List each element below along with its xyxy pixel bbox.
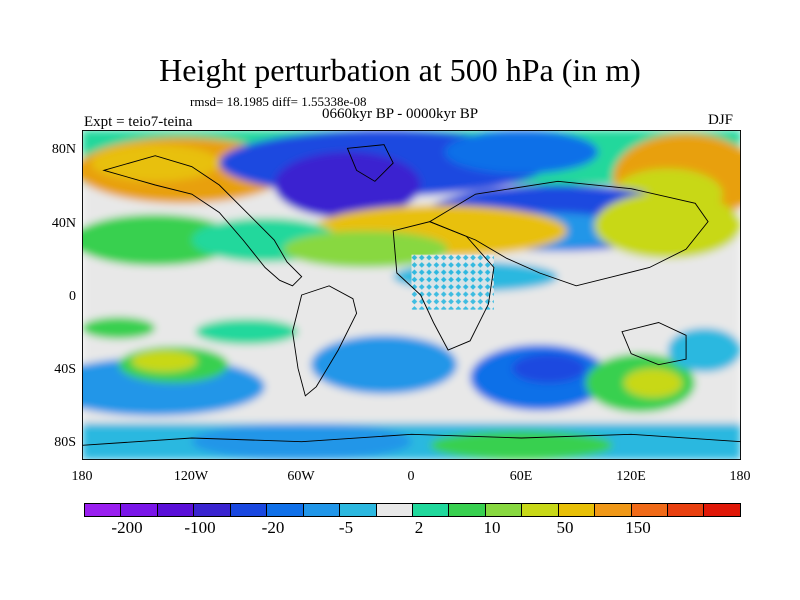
lon-label-120e: 120E [616,469,646,484]
lon-label-0: 0 [407,469,415,484]
colorbar-swatch-4 [230,504,268,516]
lat-label-40n: 40N [51,216,76,231]
lon-label-60w: 60W [287,469,315,484]
colorbar-swatch-12 [522,504,559,516]
coastlines [82,144,741,446]
colorbar-swatch-2 [157,504,195,516]
colorbar-swatch-16 [668,504,705,516]
colorbar-label-150: 150 [625,518,651,537]
lat-label-80n: 80N [51,142,76,157]
colorbar-swatch-17 [704,504,740,516]
experiment-label: Expt = teio7-teina [84,114,193,130]
colorbar-swatch-7 [340,504,377,516]
colorbar-label-neg100: -100 [184,518,216,537]
colorbar-swatch-9 [412,504,450,516]
colorbar-label-neg5: -5 [338,518,354,537]
colorbar-swatch-3 [194,504,231,516]
colorbar [84,503,741,517]
lon-label-180e: 180 [729,469,751,484]
lat-label-40s: 40S [54,362,76,377]
height-perturbation-map [82,130,741,460]
season-label: DJF [708,112,734,128]
stipple-region [411,254,494,310]
statistics-label: rmsd= 18.1985 diff= 1.55338e-08 [190,94,367,109]
colorbar-swatch-0 [85,504,122,516]
period-label: 0660kyr BP - 0000kyr BP [322,106,479,122]
plot-title: Height perturbation at 500 hPa (in m) [159,52,641,88]
colorbar-swatch-14 [595,504,632,516]
colorbar-swatch-5 [267,504,304,516]
colorbar-swatch-13 [558,504,596,516]
lon-label-180w: 180 [71,469,93,484]
lon-label-60e: 60E [509,469,533,484]
colorbar-swatch-6 [303,504,341,516]
colorbar-label-50: 50 [556,518,574,537]
colorbar-swatch-11 [485,504,523,516]
colorbar-label-neg200: -200 [111,518,143,537]
lon-label-120w: 120W [173,469,209,484]
colorbar-swatch-8 [376,504,413,516]
colorbar-swatch-15 [631,504,668,516]
lat-label-0: 0 [69,289,76,304]
colorbar-label-2: 2 [414,518,424,537]
colorbar-label-neg20: -20 [261,518,285,537]
colorbar-swatch-10 [449,504,486,516]
colorbar-label-10: 10 [483,518,501,537]
colorbar-swatch-1 [121,504,158,516]
lat-label-80s: 80S [54,435,76,450]
